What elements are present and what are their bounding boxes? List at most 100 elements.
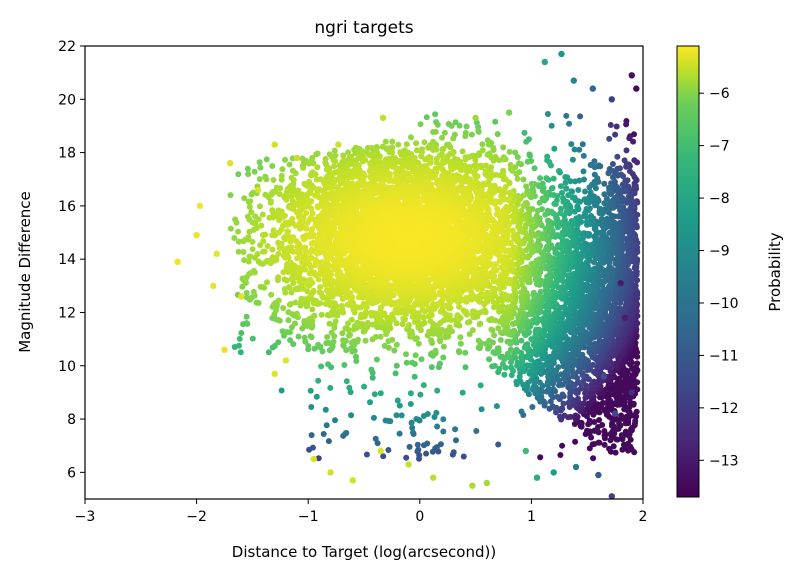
scatter-point <box>586 417 593 424</box>
scatter-point <box>245 171 252 178</box>
scatter-point <box>285 228 292 235</box>
scatter-point <box>488 315 495 322</box>
scatter-point <box>293 310 300 317</box>
scatter-point <box>587 162 594 168</box>
scatter-point <box>286 161 293 168</box>
scatter-point <box>530 289 537 296</box>
scatter-point <box>240 249 247 255</box>
scatter-point <box>605 170 612 177</box>
scatter-point <box>611 427 618 434</box>
scatter-point <box>606 413 613 420</box>
scatter-point <box>462 364 469 371</box>
scatter-point <box>308 404 315 410</box>
scatter-point <box>414 441 421 448</box>
scatter-point <box>584 427 590 434</box>
scatter-point <box>407 390 414 397</box>
scatter-point <box>491 332 498 339</box>
scatter-point <box>458 167 465 174</box>
scatter-point <box>584 221 590 228</box>
scatter-point <box>492 118 499 125</box>
scatter-point <box>568 141 575 148</box>
scatter-point <box>576 146 583 153</box>
scatter-point <box>353 353 359 360</box>
scatter-point <box>515 224 522 230</box>
scatter-point <box>440 416 447 423</box>
scatter-point <box>625 247 632 254</box>
scatter-point <box>403 351 409 358</box>
scatter-point <box>424 440 431 447</box>
scatter-point <box>493 403 500 410</box>
scatter-point <box>246 203 253 210</box>
scatter-point <box>610 443 617 450</box>
scatter-point <box>619 181 626 188</box>
scatter-point <box>324 334 331 340</box>
scatter-point <box>421 139 428 146</box>
scatter-point <box>448 122 455 129</box>
scatter-point <box>423 450 430 457</box>
scatter-point <box>249 335 256 342</box>
scatter-point <box>524 158 531 165</box>
scatter-point <box>235 228 242 235</box>
scatter-point <box>591 233 598 240</box>
scatter-point <box>486 337 493 344</box>
scatter-point <box>315 341 322 348</box>
scatter-point <box>609 174 616 181</box>
scatter-point <box>385 447 392 453</box>
scatter-point <box>559 442 566 449</box>
scatter-point <box>554 393 561 400</box>
scatter-point <box>625 415 632 422</box>
scatter-point <box>456 122 463 129</box>
scatter-point <box>627 361 633 367</box>
scatter-point <box>490 157 497 164</box>
scatter-point <box>300 164 307 171</box>
scatter-point <box>580 152 587 159</box>
scatter-point <box>343 429 350 436</box>
scatter-point <box>459 148 466 155</box>
scatter-point <box>331 163 338 170</box>
scatter-point <box>446 324 453 331</box>
scatter-point <box>237 349 244 356</box>
scatter-point <box>409 359 416 366</box>
scatter-point <box>614 153 621 160</box>
scatter-point <box>245 234 252 241</box>
scatter-point <box>625 447 632 454</box>
scatter-point <box>249 246 256 253</box>
scatter-point <box>398 412 405 419</box>
scatter-point <box>255 216 262 223</box>
scatter-point <box>612 449 619 456</box>
scatter-point <box>275 297 282 304</box>
scatter-point <box>302 244 309 251</box>
scatter-point <box>315 455 322 462</box>
scatter-point <box>577 308 584 315</box>
scatter-point <box>389 336 396 343</box>
scatter-point <box>556 382 562 389</box>
scatter-point <box>349 174 356 181</box>
scatter-point <box>279 166 286 173</box>
scatter-point <box>264 243 271 249</box>
scatter-point <box>308 432 315 439</box>
scatter-point <box>436 360 443 367</box>
scatter-point <box>619 446 626 453</box>
scatter-point <box>314 164 321 171</box>
scatter-point <box>377 390 384 397</box>
scatter-point <box>269 246 276 253</box>
scatter-point <box>370 414 377 421</box>
scatter-point <box>276 317 283 324</box>
scatter-point <box>341 362 348 368</box>
scatter-point <box>285 309 292 316</box>
scatter-point <box>534 207 541 214</box>
scatter-point <box>559 391 566 398</box>
scatter-point <box>612 260 619 267</box>
scatter-point <box>406 322 412 328</box>
scatter-point <box>450 449 457 456</box>
scatter-point <box>389 138 396 145</box>
scatter-point <box>462 156 469 163</box>
scatter-point <box>315 377 322 384</box>
scatter-point <box>520 176 527 183</box>
scatter-point <box>418 356 425 363</box>
scatter-point <box>413 335 420 342</box>
scatter-point <box>512 149 519 156</box>
scatter-point <box>270 227 277 234</box>
scatter-point <box>557 413 563 420</box>
scatter-point <box>377 333 384 340</box>
